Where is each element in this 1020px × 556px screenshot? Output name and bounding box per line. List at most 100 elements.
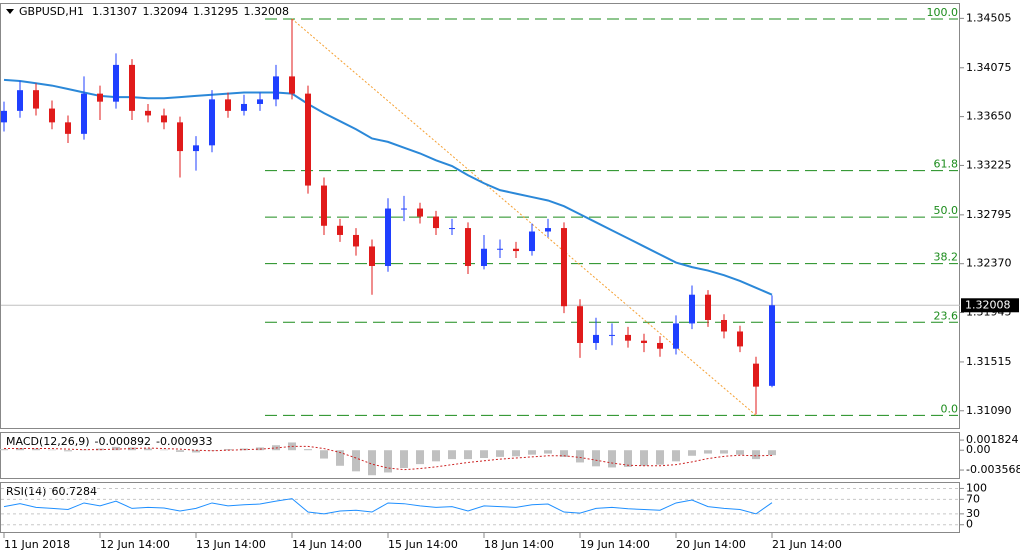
macd-bar [624, 450, 632, 467]
candle-body [241, 103, 247, 111]
macd-bar [336, 450, 344, 466]
candle-body [17, 90, 23, 111]
candle-body [225, 99, 231, 111]
x-tick-label: 15 Jun 14:00 [388, 538, 458, 551]
symbol: GBPUSD,H1 [19, 5, 84, 18]
x-tick-label: 14 Jun 14:00 [292, 538, 362, 551]
candle-body [257, 99, 263, 104]
macd-bar [528, 450, 536, 455]
current-price-box [961, 298, 1019, 313]
signal-line [4, 445, 773, 471]
rsi-value: 60.7284 [51, 485, 97, 498]
macd-bar [176, 450, 184, 452]
y-tick-label: -0.003568 [966, 463, 1020, 476]
fib-label: 38.2 [934, 251, 959, 264]
macd-bar [320, 450, 328, 459]
macd-bar [192, 450, 200, 453]
candle-body [209, 99, 215, 146]
candle-body [289, 76, 295, 94]
macd-bar [656, 450, 664, 465]
macd-bar [352, 450, 360, 472]
macd-bar [464, 450, 472, 460]
candle-body [481, 248, 487, 266]
macd-bar [544, 450, 552, 454]
x-tick-label: 18 Jun 14:00 [484, 538, 554, 551]
y-tick-label: 70 [966, 492, 980, 505]
macd-bar [560, 450, 568, 457]
x-tick-label: 12 Jun 14:00 [100, 538, 170, 551]
macd-bar [720, 450, 728, 454]
macd-bar [688, 450, 696, 456]
candle-body [465, 228, 471, 266]
y-tick-label: 1.33650 [966, 110, 1012, 123]
macd-bar [160, 449, 168, 451]
macd-bar [48, 449, 56, 451]
rsi-pane [0, 482, 960, 533]
signal-value: -0.000933 [156, 435, 212, 448]
candle-body [657, 342, 663, 349]
candle-body [433, 216, 439, 229]
y-tick-label: 100 [966, 481, 987, 494]
macd-bar [112, 446, 120, 451]
menu-arrow [6, 9, 14, 14]
macd-value: -0.000892 [95, 435, 151, 448]
rsi-title: RSI(14) [6, 485, 46, 498]
fib-label: 50.0 [934, 204, 959, 217]
candle-body [193, 145, 199, 152]
y-tick-label: 1.34505 [966, 11, 1012, 24]
high: 1.32094 [142, 5, 188, 18]
macd-bar [16, 448, 24, 451]
candle-body [449, 228, 455, 230]
chart-header: GBPUSD,H1 1.31307 1.32094 1.31295 1.32008 [19, 5, 289, 18]
macd-bar [144, 448, 152, 451]
candle-body [529, 231, 535, 252]
macd-bar [592, 450, 600, 467]
candle-body [641, 340, 647, 343]
candle-body [369, 246, 375, 266]
macd-bar [672, 450, 680, 462]
macd-bar [752, 450, 760, 460]
macd-bar [384, 450, 392, 473]
macd-bar [496, 450, 504, 457]
x-tick-label: 21 Jun 14:00 [772, 538, 842, 551]
macd-bar [32, 448, 40, 451]
trend-line [291, 18, 757, 416]
candle-body [177, 122, 183, 152]
macd-bar [432, 450, 440, 462]
macd-bar [768, 450, 776, 456]
macd-bar [64, 450, 72, 452]
y-tick-label: 0 [966, 518, 973, 531]
y-tick-label: 1.31515 [966, 355, 1012, 368]
candle-body [273, 76, 279, 100]
macd-header: MACD(12,26,9) -0.000892 -0.000933 [6, 435, 212, 448]
macd-bar [512, 450, 520, 457]
candle-body [689, 294, 695, 324]
candle-body [161, 115, 167, 123]
main-pane [0, 3, 960, 429]
rsi-header: RSI(14) 60.7284 [6, 485, 97, 498]
candle-body [65, 122, 71, 134]
macd-bar [416, 450, 424, 465]
candle-body [497, 248, 503, 250]
candle-body [561, 228, 567, 307]
macd-bar [640, 450, 648, 466]
candle-body [1, 110, 7, 123]
y-tick-label: 0.00 [966, 443, 991, 456]
candle-body [145, 110, 151, 116]
candle-body [545, 228, 551, 232]
current-price-label: 1.32008 [965, 298, 1011, 311]
fib-label: 23.6 [934, 309, 959, 322]
candle-body [97, 93, 103, 102]
candle-body [337, 225, 343, 235]
candle-body [81, 93, 87, 134]
macd-bar [400, 450, 408, 468]
x-tick-label: 19 Jun 14:00 [580, 538, 650, 551]
candle-body [321, 185, 327, 226]
macd-bar [736, 450, 744, 455]
macd-bar [368, 450, 376, 476]
open: 1.31307 [92, 5, 138, 18]
candle-body [305, 93, 311, 186]
rsi-line [3, 498, 773, 515]
fib-label: 61.8 [934, 158, 959, 171]
macd-title: MACD(12,26,9) [6, 435, 90, 448]
